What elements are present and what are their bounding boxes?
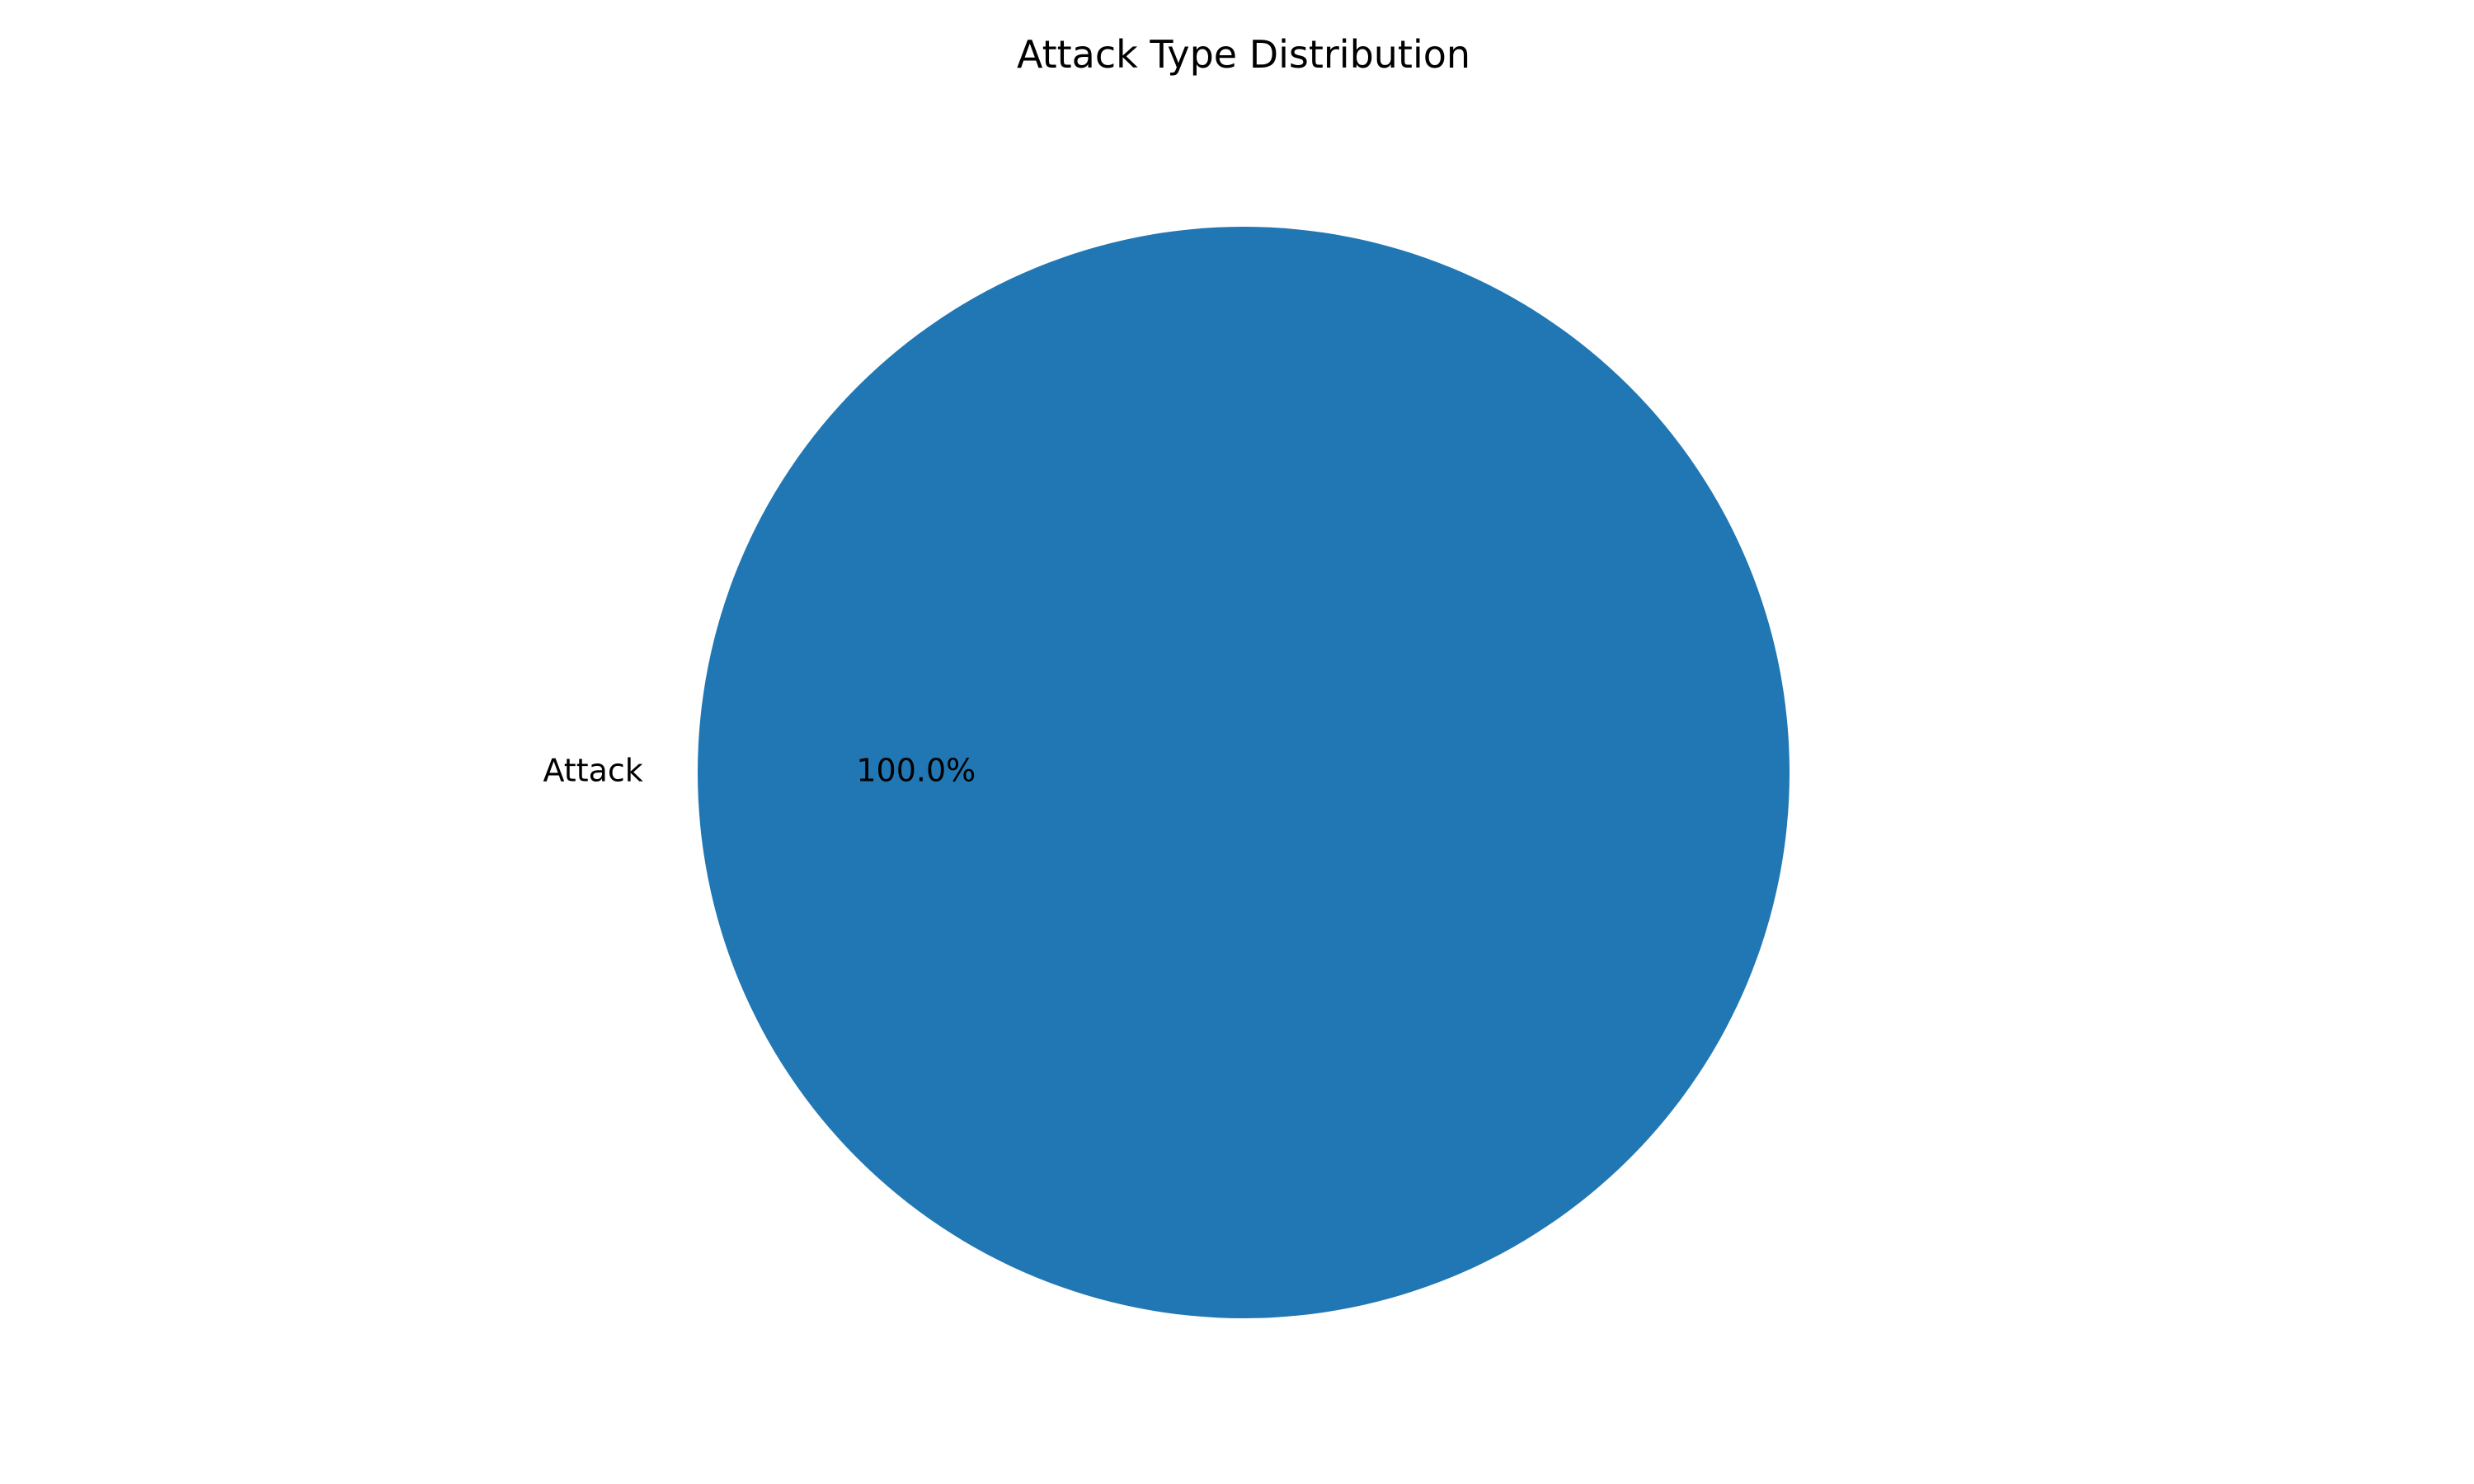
pie-slices — [698, 227, 1790, 1318]
slice-label: Attack — [543, 753, 642, 789]
pie-slice-attack — [698, 227, 1790, 1318]
pie-labels: Attack 100.0% — [543, 753, 976, 789]
slice-percent-label: 100.0% — [856, 753, 976, 789]
chart-title: Attack Type Distribution — [1017, 32, 1470, 77]
